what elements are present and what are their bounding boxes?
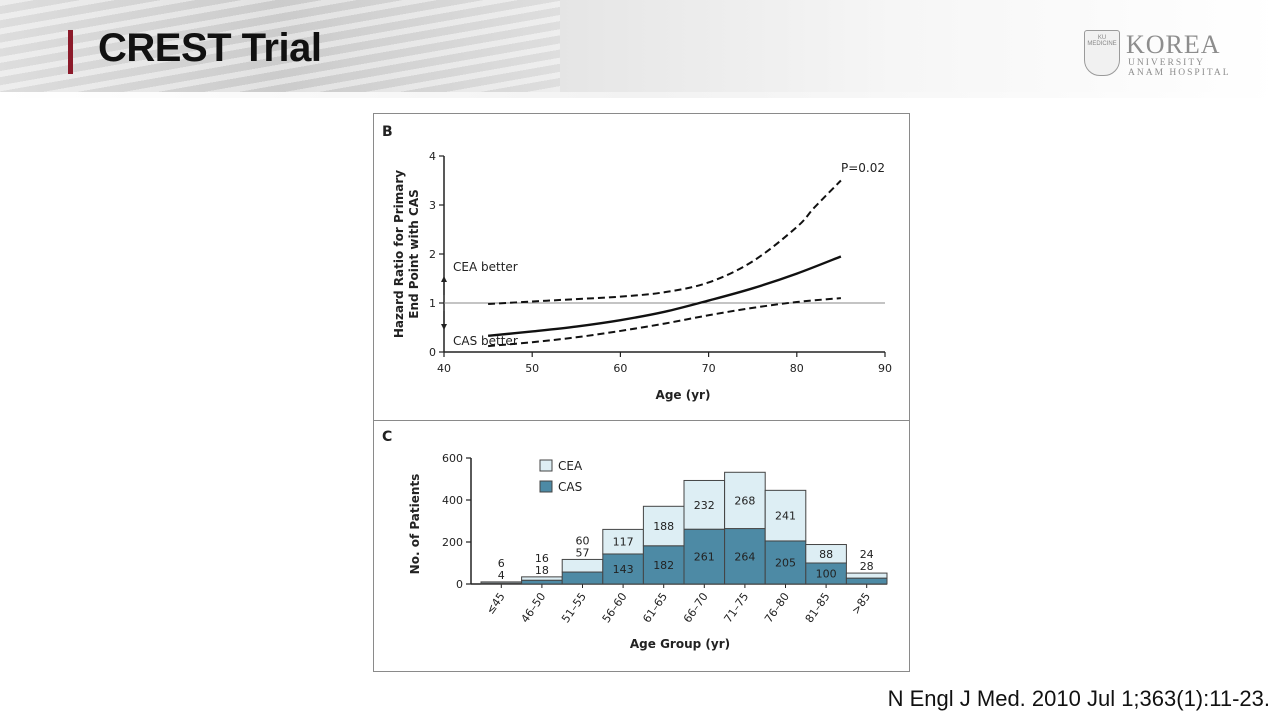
bar-cea xyxy=(805,544,847,564)
panel-b-x-tick-label: 80 xyxy=(790,362,804,375)
panel-c-x-tick-label: >85 xyxy=(849,590,873,616)
citation: N Engl J Med. 2010 Jul 1;363(1):11-23. xyxy=(887,686,1270,711)
panel-b-y-tick-label: 0 xyxy=(429,346,436,359)
bar-label-cea: 24 xyxy=(860,548,874,561)
bar-label-cas: 100 xyxy=(816,568,837,581)
bar-label-cea: 60 xyxy=(576,534,590,547)
panel-c-x-tick-label: 46–50 xyxy=(518,590,548,625)
panel-b-y-tick-label: 1 xyxy=(429,297,436,310)
bar-cea xyxy=(845,572,888,579)
bar-label-cas: 143 xyxy=(613,563,634,576)
shield-icon: KU MEDICINE xyxy=(1084,30,1120,76)
panel-c-bar-chart: C No. of Patients Age Group (yr) 0 200 400… xyxy=(382,429,888,651)
confidence-bound-line-2 xyxy=(488,297,841,348)
legend-swatch-cea xyxy=(539,459,553,472)
bar-cas xyxy=(683,528,726,585)
panel-c-x-tick-label: 71–75 xyxy=(721,590,751,625)
bar-cas xyxy=(845,577,888,585)
bar-label-cea: 188 xyxy=(653,520,674,533)
logo-subtitle: UNIVERSITY ANAM HOSPITAL xyxy=(1128,58,1231,78)
legend-swatch-cas xyxy=(539,480,553,493)
bar-label-cas: 4 xyxy=(498,569,505,582)
bar-cea xyxy=(683,479,726,530)
bar-cea xyxy=(642,505,685,547)
panel-b-ylabel-line2: End Point with CAS xyxy=(407,189,421,319)
panel-c-x-tick-label: 56–60 xyxy=(600,590,630,625)
panel-c-label: C xyxy=(382,429,392,445)
panel-c-x-tick-label: 81–85 xyxy=(803,590,833,625)
panel-b-xlabel: Age (yr) xyxy=(656,388,711,402)
legend-label-cas: CAS xyxy=(558,480,582,494)
slide-title: CREST Trial xyxy=(98,26,322,70)
bar-label-cas: 264 xyxy=(734,550,755,563)
panel-b-x-tick-label: 40 xyxy=(437,362,451,375)
cas-better-label: CAS better xyxy=(453,334,518,348)
panel-b-label: B xyxy=(382,124,393,140)
panel-c-xlabel: Age Group (yr) xyxy=(630,637,730,651)
legend-label-cea: CEA xyxy=(558,459,583,473)
panel-b-x-tick-label: 70 xyxy=(702,362,716,375)
hazard-ratio-line xyxy=(487,255,842,338)
panel-c-y-tick-label: 600 xyxy=(442,452,463,465)
bar-label-cea: 88 xyxy=(819,548,833,561)
panel-c-x-tick-label: 61–65 xyxy=(640,590,670,625)
confidence-bound-line-1 xyxy=(488,179,842,305)
bar-label-cas: 18 xyxy=(535,564,549,577)
header-rule xyxy=(0,92,1280,98)
title-accent-bar xyxy=(68,30,73,74)
panel-b-x-tick-label: 50 xyxy=(525,362,539,375)
panel-c-y-tick-label: 400 xyxy=(442,494,463,507)
cea-better-label: CEA better xyxy=(453,260,518,274)
logo-line-1: UNIVERSITY xyxy=(1128,58,1205,68)
logo-line-2: ANAM HOSPITAL xyxy=(1128,68,1231,78)
panel-b-x-tick-label: 60 xyxy=(613,362,627,375)
bar-label-cea: 6 xyxy=(498,557,505,570)
bar-cea xyxy=(724,471,766,530)
bar-label-cas: 205 xyxy=(775,556,796,569)
panel-b-ylabel-line1: Hazard Ratio for Primary xyxy=(392,170,406,338)
bar-label-cas: 28 xyxy=(860,560,874,573)
bar-label-cea: 232 xyxy=(694,499,715,512)
bar-label-cas: 57 xyxy=(576,546,590,559)
panel-c-x-tick-label: ≤45 xyxy=(484,590,508,616)
bar-cea xyxy=(764,489,807,542)
panel-b-y-tick-label: 4 xyxy=(429,150,436,163)
panel-b-x-tick-label: 90 xyxy=(878,362,892,375)
figure-divider xyxy=(373,420,909,421)
bar-label-cea: 16 xyxy=(535,552,549,565)
panel-c-ylabel: No. of Patients xyxy=(408,474,422,575)
logo-name: KOREA xyxy=(1126,30,1221,59)
panel-c-y-tick-label: 200 xyxy=(442,536,463,549)
bar-label-cas: 182 xyxy=(653,559,674,572)
bar-label-cas: 261 xyxy=(694,551,715,564)
bar-cea xyxy=(561,558,604,573)
bar-cea xyxy=(480,581,523,584)
legend: CEA CAS xyxy=(539,459,583,494)
panel-b-y-tick-label: 2 xyxy=(429,248,436,261)
panel-c-x-tick-label: 76–80 xyxy=(762,590,792,625)
bar-label-cea: 117 xyxy=(613,536,634,549)
panel-c-x-tick-label: 51–55 xyxy=(559,590,589,625)
bar-cas xyxy=(521,579,563,585)
hospital-logo: KU MEDICINE KOREA UNIVERSITY ANAM HOSPIT… xyxy=(1084,30,1264,78)
panel-c-y-tick-label: 0 xyxy=(456,578,463,591)
panel-b-y-tick-label: 3 xyxy=(429,199,436,212)
panel-b-hazard-ratio-chart: B Hazard Ratio for Primary End Point wit… xyxy=(382,124,892,402)
bar-label-cea: 241 xyxy=(775,510,796,523)
bar-cea xyxy=(521,576,563,581)
header-background xyxy=(0,0,1280,96)
bar-label-cea: 268 xyxy=(734,494,755,507)
panel-c-x-tick-label: 66–70 xyxy=(681,590,711,625)
arrow-up-head-icon xyxy=(441,276,447,282)
arrow-down-head-icon xyxy=(441,324,447,330)
bar-cas xyxy=(561,571,604,585)
p-value-annotation: P=0.02 xyxy=(841,161,885,175)
